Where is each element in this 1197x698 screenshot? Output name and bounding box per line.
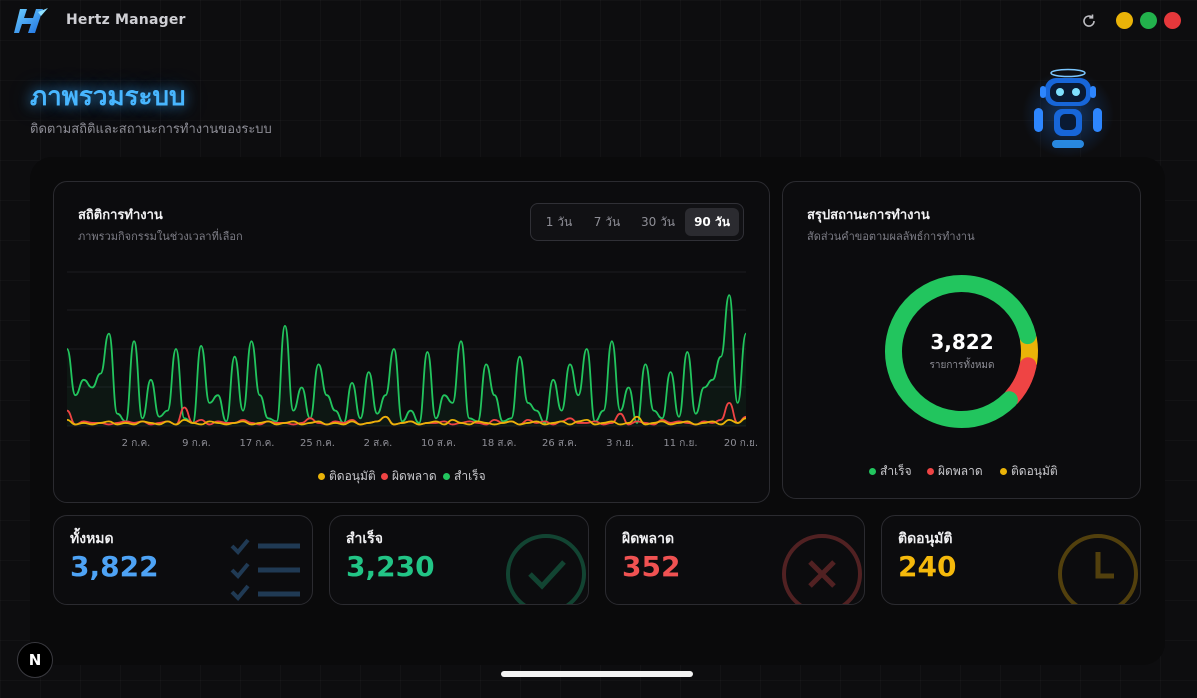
x-tick-label: 26 ส.ค. [542, 438, 577, 449]
summary-donut-chart [885, 275, 1038, 428]
summary-card: สรุปสถานะการทำงาน สัดส่วนคำขอตามผลลัพธ์ก… [782, 181, 1141, 499]
legend-error: ผิดพลาด [381, 467, 437, 486]
activity-line-chart: 2 ก.ค. 9 ก.ค. 17 ก.ค. 25 ก.ค. 2 ส.ค. 10 ส.ค. 1… [66, 271, 758, 449]
range-30-day-button[interactable]: 30 วัน [640, 215, 676, 229]
summary-title: สรุปสถานะการทำงาน [807, 208, 930, 223]
maximize-button[interactable] [1140, 12, 1157, 29]
refresh-icon[interactable] [1080, 12, 1098, 30]
app-logo-icon [14, 8, 48, 33]
stat-error-value: 352 [622, 550, 681, 583]
x-tick-label: 10 ส.ค. [421, 438, 456, 449]
robot-mascot-icon [1022, 68, 1114, 158]
x-tick-label: 3 ก.ย. [606, 438, 634, 449]
range-1-day-button[interactable]: 1 วัน [545, 215, 573, 229]
activity-title: สถิติการทำงาน [78, 208, 163, 223]
stat-total-label: ทั้งหมด [70, 531, 114, 547]
legend-success: สำเร็จ [443, 467, 486, 486]
x-tick-label: 9 ก.ค. [182, 438, 211, 449]
activity-subtitle: ภาพรวมกิจกรรมในช่วงเวลาที่เลือก [78, 230, 243, 243]
home-indicator [501, 671, 693, 677]
stat-pending-value: 240 [898, 550, 957, 583]
x-tick-label: 17 ก.ค. [239, 438, 274, 449]
page-subtitle: ติดตามสถิติและสถานะการทำงานของระบบ [30, 122, 272, 137]
stat-total-value: 3,822 [70, 550, 159, 583]
x-tick-label: 20 ก.ย. [724, 438, 758, 449]
close-button[interactable] [1164, 12, 1181, 29]
stat-pending-label: ติดอนุมัติ [898, 531, 953, 547]
stat-success-value: 3,230 [346, 550, 435, 583]
x-circle-icon [782, 534, 862, 604]
legend-pending: ติดอนุมัติ [318, 467, 376, 486]
x-tick-label: 2 ก.ค. [122, 438, 151, 449]
activity-card: สถิติการทำงาน ภาพรวมกิจกรรมในช่วงเวลาที่… [53, 181, 770, 503]
summary-legend-pending: ติดอนุมัติ [1000, 462, 1058, 481]
x-tick-label: 25 ก.ค. [300, 438, 335, 449]
range-90-day-button[interactable]: 90 วัน [685, 208, 739, 236]
minimize-button[interactable] [1116, 12, 1133, 29]
summary-subtitle: สัดส่วนคำขอตามผลลัพธ์การทำงาน [807, 230, 975, 243]
stat-card-pending: ติดอนุมัติ 240 [881, 515, 1141, 605]
stat-card-success: สำเร็จ 3,230 [329, 515, 589, 605]
check-circle-icon [506, 534, 586, 604]
next-dev-indicator-button[interactable]: N [17, 642, 53, 678]
stat-error-label: ผิดพลาด [622, 531, 675, 547]
clock-icon [1058, 534, 1138, 604]
x-tick-label: 11 ก.ย. [663, 438, 697, 449]
stat-card-error: ผิดพลาด 352 [605, 515, 865, 605]
title-bar: Hertz Manager [0, 0, 1197, 42]
donut-total-label: รายการทั้งหมด [929, 360, 995, 371]
x-tick-label: 18 ส.ค. [481, 438, 516, 449]
series-line-pending [66, 415, 747, 426]
summary-legend-error: ผิดพลาด [927, 462, 983, 481]
list-check-icon [230, 538, 300, 601]
stat-card-total: ทั้งหมด 3,822 [53, 515, 313, 605]
series-line-success [66, 294, 747, 424]
page-title: ภาพรวมระบบ [30, 82, 186, 112]
stat-success-label: สำเร็จ [346, 531, 383, 547]
donut-total: 3,822 [930, 330, 994, 354]
x-tick-label: 2 ส.ค. [364, 438, 393, 449]
donut-slice-success [885, 275, 1037, 428]
range-7-day-button[interactable]: 7 วัน [593, 215, 621, 229]
summary-legend-success: สำเร็จ [869, 462, 912, 481]
range-selector: 1 วัน 7 วัน 30 วัน 90 วัน [530, 203, 744, 241]
app-title: Hertz Manager [66, 12, 186, 28]
